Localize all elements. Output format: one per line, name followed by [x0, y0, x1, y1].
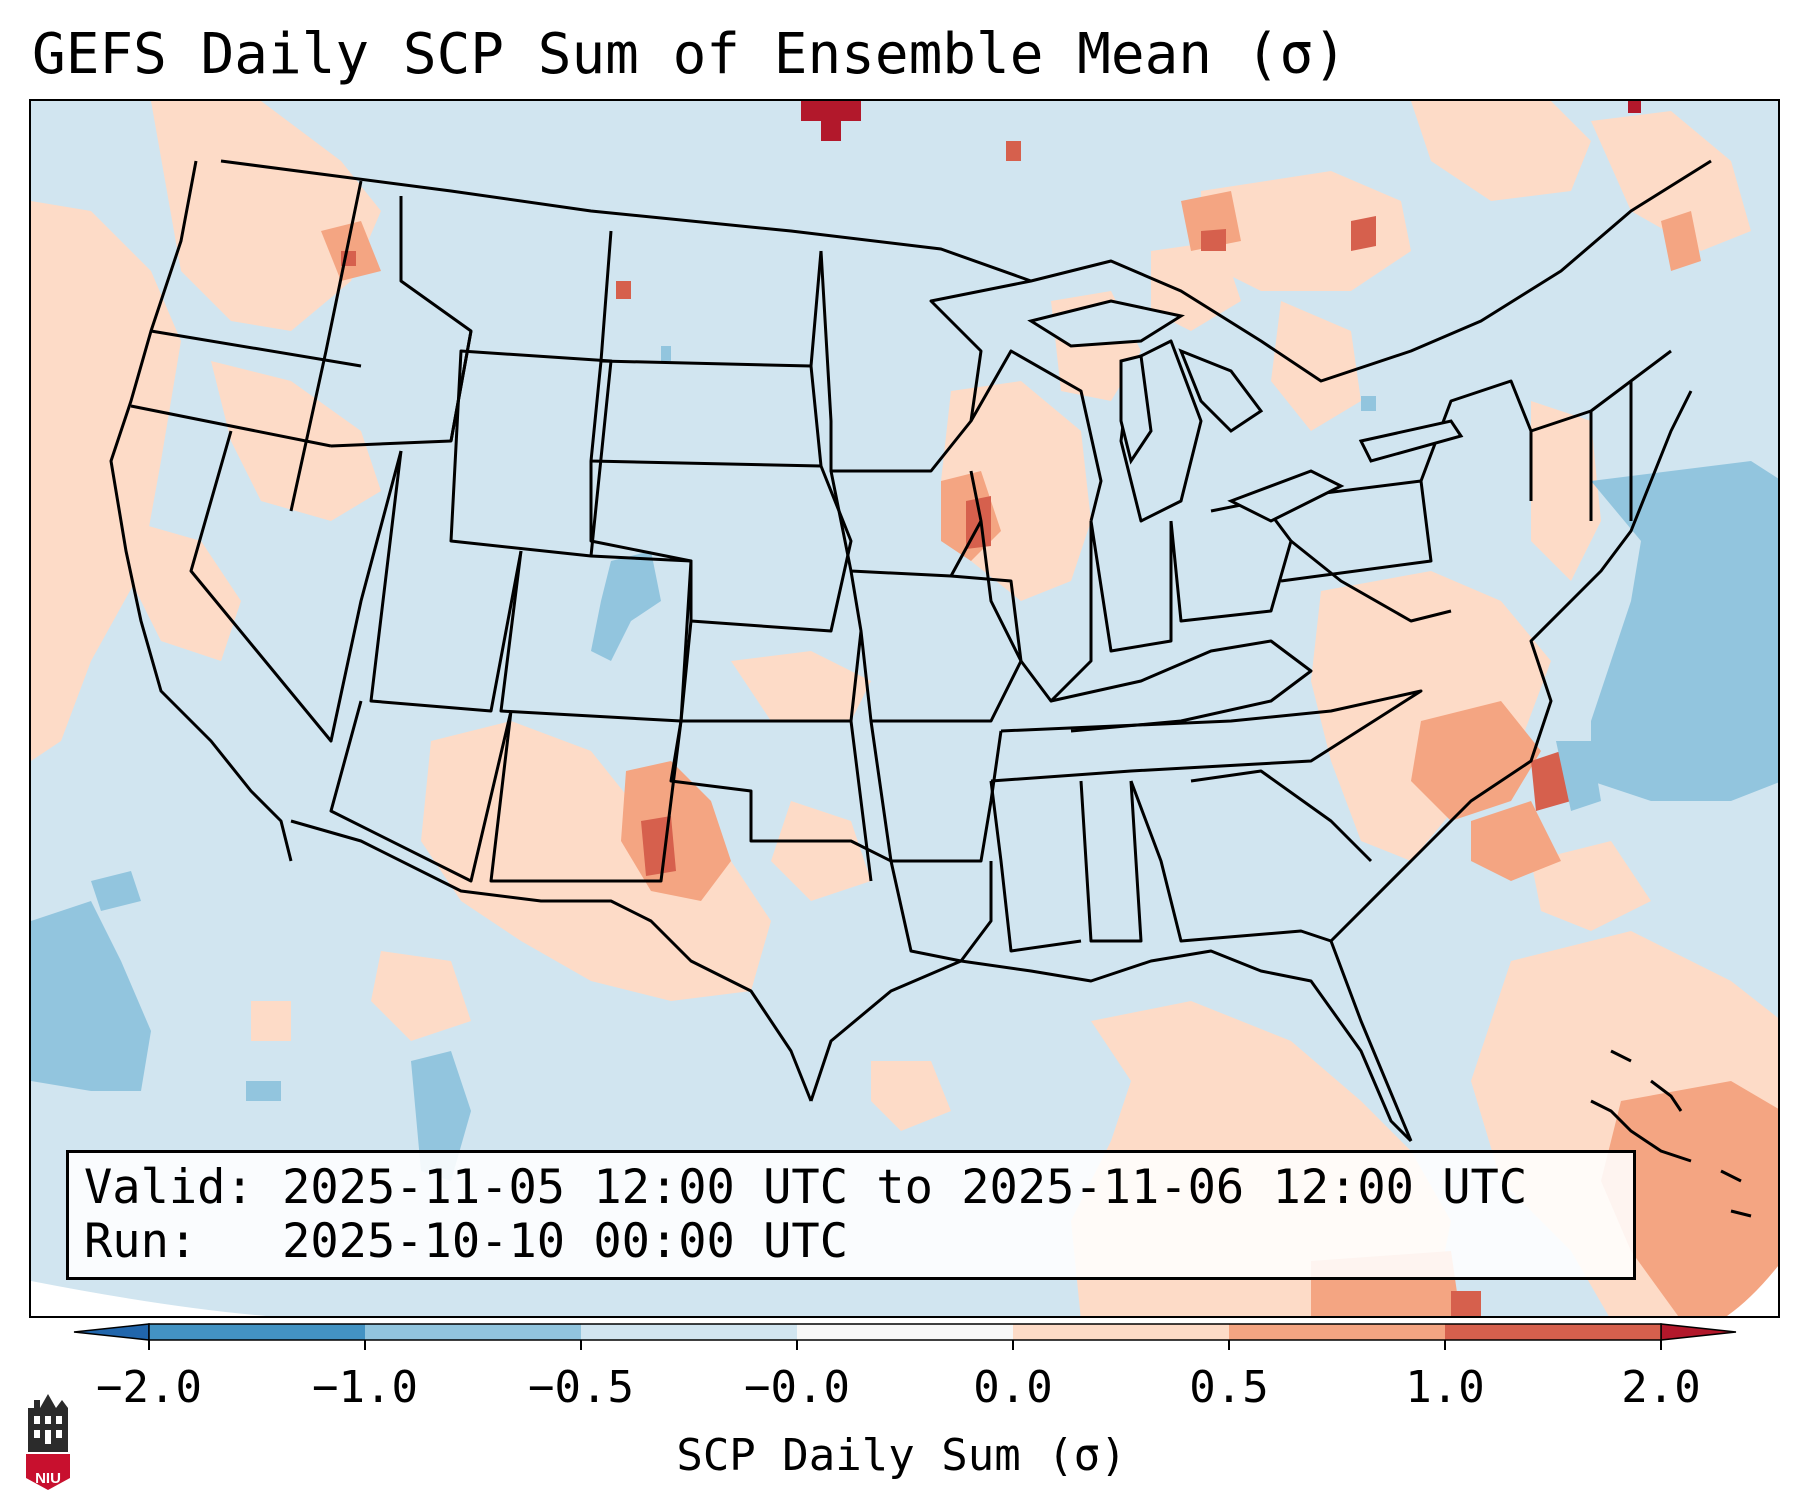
caribbean-islands	[1590, 1049, 1752, 1218]
niu-logo-icon: NIU	[20, 1392, 76, 1492]
colorbar-segment	[797, 1324, 1014, 1340]
state-boundaries	[109, 159, 1712, 1143]
great-lakes	[1027, 299, 1464, 523]
colorbar-tick-label: −0.0	[744, 1362, 850, 1413]
projection-edge-right	[1726, 1266, 1778, 1316]
map-title: GEFS Daily SCP Sum of Ensemble Mean (σ)	[32, 22, 1347, 87]
colorbar-tick-label: 2.0	[1621, 1362, 1701, 1413]
colorbar-extend-over	[1660, 1323, 1737, 1341]
run-label: Run:	[84, 1214, 198, 1269]
colorbar-segment	[1229, 1324, 1446, 1340]
projection-edge-left	[31, 1281, 267, 1316]
niu-logo-text: NIU	[35, 1470, 61, 1487]
colorbar-frame	[148, 1323, 1662, 1341]
colorbar-tick-label: −0.5	[528, 1362, 634, 1413]
colorbar-tick-label: 1.0	[1405, 1362, 1485, 1413]
colorbar-segments	[73, 1323, 1737, 1341]
valid-label: Valid:	[84, 1160, 254, 1215]
valid-value: 2025-11-05 12:00 UTC to 2025-11-06 12:00…	[282, 1160, 1528, 1215]
negative-anomaly-areas	[31, 346, 1778, 1181]
colorbar-segment	[1013, 1324, 1230, 1340]
colorbar-tick-label: −1.0	[312, 1362, 418, 1413]
colorbar-segment	[365, 1324, 582, 1340]
niu-logo-graphic	[26, 1394, 70, 1490]
colorbar-ticks	[148, 1340, 1662, 1350]
colorbar-tick-label: −2.0	[96, 1362, 202, 1413]
very-high-anomaly-areas	[801, 101, 1641, 141]
colorbar-segment	[1445, 1324, 1662, 1340]
colorbar-tick-label: 0.5	[1189, 1362, 1269, 1413]
colorbar-tick-label: 0.0	[973, 1362, 1053, 1413]
colorbar-segment	[149, 1324, 366, 1340]
colorbar-extend-under	[73, 1323, 150, 1341]
valid-run-info-box: Valid: 2025-11-05 12:00 UTC to 2025-11-0…	[66, 1150, 1636, 1280]
colorbar-label: SCP Daily Sum (σ)	[676, 1430, 1127, 1481]
colorbar-segment	[581, 1324, 798, 1340]
run-value: 2025-10-10 00:00 UTC	[282, 1214, 849, 1269]
colorbar	[73, 1323, 1737, 1350]
